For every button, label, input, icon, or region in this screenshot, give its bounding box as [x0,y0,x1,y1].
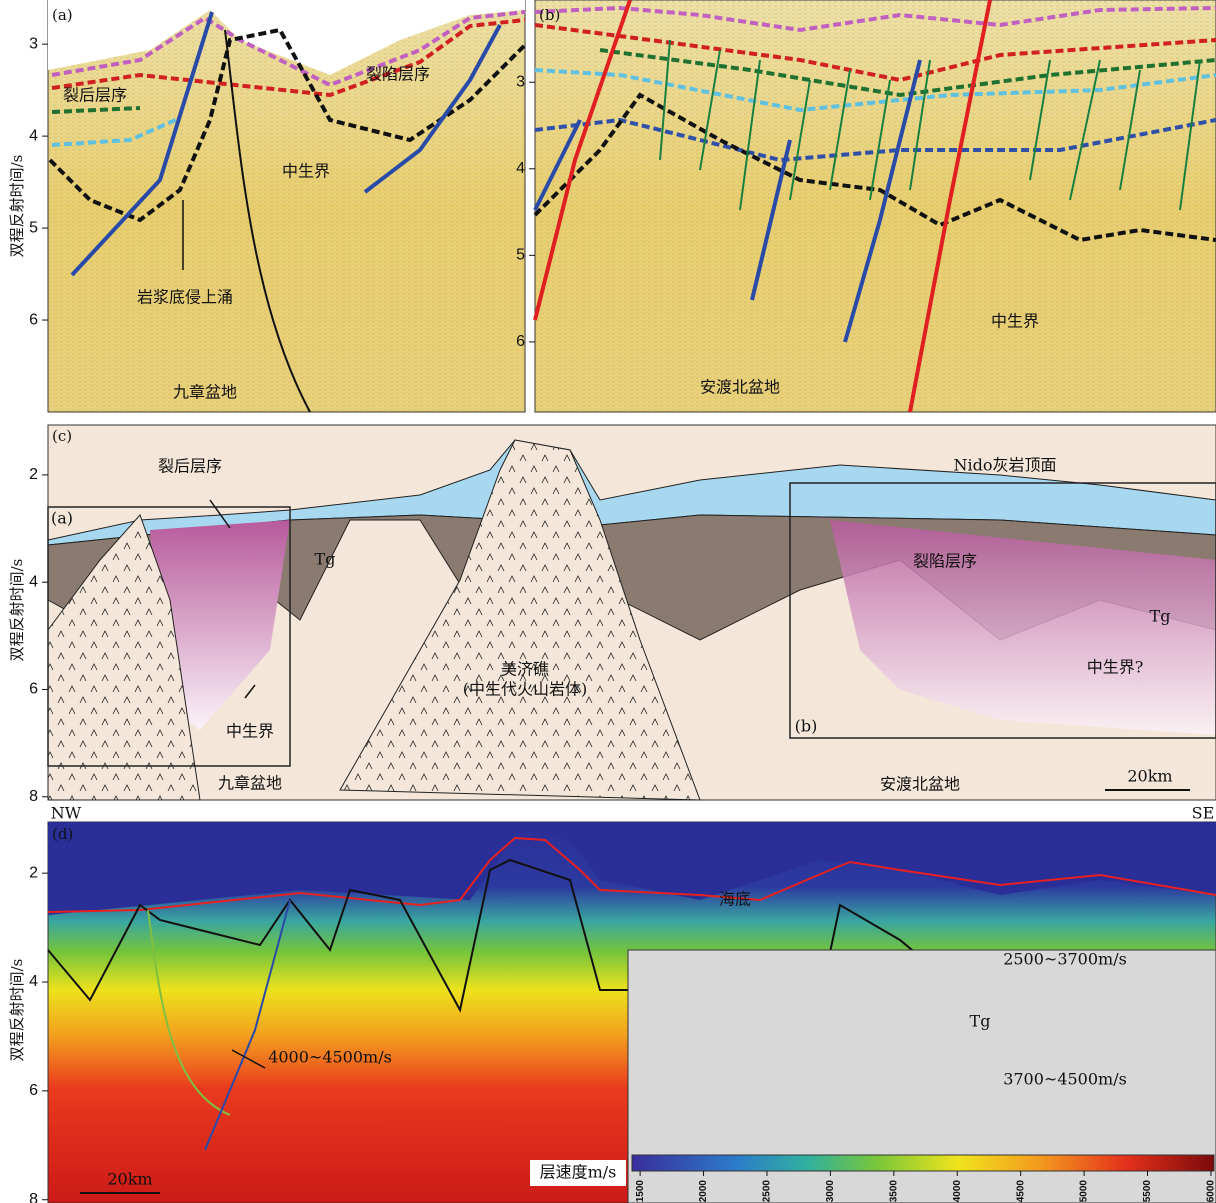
y-tick-label: 6 [29,1082,38,1099]
colorbar-tick-label: 2500 [762,1180,773,1203]
panel-label: (b) [539,6,560,24]
scale-bar-label: 20km [1127,767,1172,786]
annotation: 裂陷层序 [366,65,430,84]
panel-c [48,425,1216,800]
y-tick-label: 3 [29,35,38,52]
annotation: 裂陷层序 [913,552,977,571]
panel-a [48,0,525,412]
y-tick-label: 4 [29,973,38,990]
annotation: 4000~4500m/s [268,1048,392,1067]
annotation: Tg [315,550,336,569]
y-tick-label: 4 [29,573,38,590]
annotation: Tg [970,1012,991,1031]
y-tick-label: 5 [516,247,525,264]
annotation: 海底 [719,890,751,909]
annotation: 九章盆地 [218,774,282,793]
panel-label: (d) [52,825,73,843]
panel-b [535,0,1216,412]
annotation: 安渡北盆地 [880,775,960,794]
y-tick-label: 8 [29,788,38,805]
panel-d [48,822,1216,1203]
annotation: 裂后层序 [158,457,222,476]
annotation: (a) [51,509,73,528]
colorbar-title: 层速度m/s [540,1163,617,1182]
y-tick-label: 6 [29,681,38,698]
y-tick-label: 3 [516,73,525,90]
y-axis-label: 双程反射时间/s [8,959,26,1062]
scale-bar-label: 20km [107,1170,152,1189]
colorbar-tick-label: 4000 [952,1180,963,1203]
y-tick-label: 2 [29,864,38,881]
annotation: 中生界 [991,312,1039,331]
annotation: 中生界 [226,722,274,741]
annotation: 2500~3700m/s [1003,950,1127,969]
annotation: (中生代火山岩体) [463,680,588,699]
y-tick-label: 4 [516,160,525,177]
annotation: 安渡北盆地 [700,378,780,397]
y-axis-label: 双程反射时间/s [8,155,26,258]
colorbar-tick-label: 6000 [1206,1180,1216,1203]
panel-label: (c) [52,427,72,445]
colorbar-tick-label: 4500 [1015,1180,1026,1203]
annotation: Tg [1150,607,1171,626]
y-tick-label: 5 [29,219,38,236]
annotation: 3700~4500m/s [1003,1070,1127,1089]
annotation: 岩浆底侵上涌 [137,288,233,307]
annotation: Nido灰岩顶面 [954,456,1057,475]
annotation: 中生界 [282,162,330,181]
annotation: 中生界? [1087,658,1144,677]
colorbar-tick-label: 2000 [698,1180,709,1203]
figure: (a) (b) (c) (d) 双程反射时间/s 双程反射时间/s 双程反射时间… [0,0,1216,1203]
colorbar-tick-label: 3000 [825,1180,836,1203]
colorbar-tick-label: 1500 [635,1180,646,1203]
y-tick-label: 4 [29,127,38,144]
y-tick-label: 2 [29,466,38,483]
annotation: 裂后层序 [63,86,127,105]
colorbar-tick-label: 5500 [1142,1180,1153,1203]
colorbar-tick-label: 3500 [888,1180,899,1203]
colorbar-tick-label: 5000 [1079,1180,1090,1203]
y-tick-label: 6 [29,311,38,328]
direction-label: SE [1192,804,1215,823]
direction-label: NW [51,804,82,823]
y-tick-label: 8 [29,1191,38,1203]
y-axis-label: 双程反射时间/s [8,559,26,662]
y-tick-label: 6 [516,333,525,350]
annotation: 九章盆地 [173,383,237,402]
annotation: (b) [795,717,818,736]
panel-label: (a) [52,6,73,24]
annotation: 美济礁 [501,660,549,679]
